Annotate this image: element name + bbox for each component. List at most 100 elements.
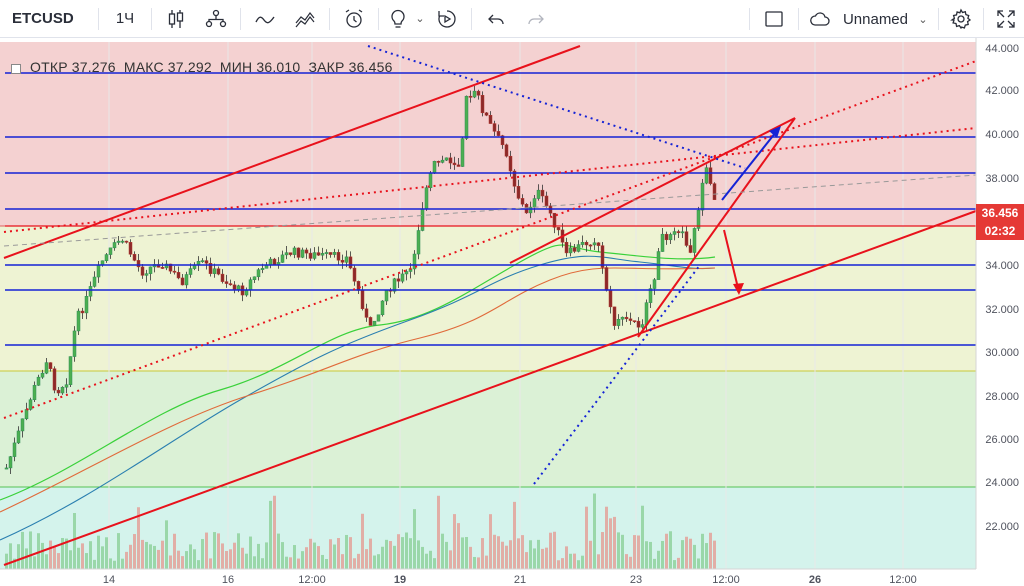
chevron-down-icon[interactable]: ⌄ (415, 13, 425, 25)
volume-bar (193, 549, 196, 569)
cloud-icon[interactable] (803, 0, 837, 38)
volume-bar (201, 539, 204, 569)
candle-body (80, 310, 85, 314)
candle-body (464, 95, 469, 139)
volume-bar (137, 507, 140, 569)
legend-toggle-icon[interactable] (11, 64, 21, 74)
low-label: МИН (219, 59, 253, 75)
candle-body (112, 242, 117, 249)
volume-bar (57, 553, 60, 569)
replay-icon[interactable] (427, 0, 467, 38)
candle-body (136, 260, 141, 268)
candle-body (516, 186, 521, 199)
candle-body (692, 228, 697, 253)
time-tick-label: 16 (222, 574, 234, 586)
chart-area[interactable]: 44.00042.00040.00038.00036.00034.00032.0… (0, 38, 1024, 586)
volume-bar (521, 535, 524, 569)
toolbar-divider (329, 7, 330, 30)
symbol-button[interactable]: ETCUSD (12, 10, 74, 27)
volume-bar (505, 545, 508, 569)
candle-body (20, 418, 25, 432)
volume-bar (637, 535, 640, 569)
volume-bar (121, 558, 124, 569)
time-scale[interactable]: 14 16 12:00 19 21 23 12:00 26 12:00 (103, 574, 917, 586)
candle-body (4, 467, 9, 470)
expand-icon[interactable] (988, 0, 1024, 38)
candle-body (488, 115, 493, 124)
ohlc-legend: ОТКР 37.276 МАКС 37.292 МИН 36.010 ЗАКР 36.4… (30, 59, 397, 75)
volume-bars (5, 493, 716, 569)
candle-body (564, 242, 569, 254)
candle-body (52, 368, 57, 391)
close-value: 36.456 (348, 59, 393, 75)
templates-icon[interactable] (285, 0, 325, 38)
candle-body (72, 330, 77, 357)
time-tick-label: 14 (103, 574, 115, 586)
volume-bar (701, 533, 704, 569)
toolbar-divider (98, 7, 99, 30)
ma-blue-line (0, 255, 716, 541)
fullscreen-rect-icon[interactable] (754, 0, 794, 38)
layout-name-button[interactable]: Unnamed (842, 10, 908, 28)
interval-button[interactable]: 1Ч (115, 10, 135, 27)
volume-bar (541, 548, 544, 569)
volume-bar (429, 550, 432, 569)
indicators-icon[interactable] (245, 0, 285, 38)
volume-bar (125, 551, 128, 569)
volume-bar (461, 537, 464, 569)
volume-bar (445, 541, 448, 569)
toolbar-divider (151, 7, 152, 30)
volume-bar (349, 537, 352, 569)
volume-bar (545, 547, 548, 569)
volume-bar (161, 540, 164, 569)
compare-icon[interactable] (196, 0, 236, 38)
volume-bar (357, 553, 360, 569)
candle-body (356, 281, 361, 291)
dashed-grey-line (3, 174, 977, 247)
volume-bar (709, 532, 712, 569)
candle-body (284, 252, 289, 256)
price-tick-label: 38.000 (985, 173, 1019, 185)
candle-body (360, 290, 365, 310)
volume-bar (185, 551, 188, 569)
volume-bar (605, 506, 608, 569)
volume-bar (693, 544, 696, 569)
candle-body (712, 183, 717, 200)
candle-body (624, 316, 629, 320)
candle-body (676, 231, 681, 233)
candle-body (576, 244, 581, 252)
candle-body (424, 187, 429, 210)
low-value: 36.010 (256, 59, 301, 75)
candle-body (452, 162, 457, 166)
price-scale[interactable]: 44.00042.00040.00038.00036.00034.00032.0… (985, 43, 1019, 533)
bar-countdown-tag: 02:32 (976, 222, 1024, 240)
price-chart[interactable]: 44.00042.00040.00038.00036.00034.00032.0… (0, 38, 1024, 586)
volume-bar (625, 554, 628, 569)
candle-body (612, 306, 617, 326)
volume-bar (401, 537, 404, 569)
candle-body (528, 206, 533, 214)
volume-bar (425, 553, 428, 569)
undo-icon[interactable] (476, 0, 516, 38)
candle-body (552, 212, 557, 228)
volume-bar (249, 536, 252, 569)
candle-body (320, 253, 325, 256)
lightbulb-icon[interactable] (383, 0, 413, 38)
time-tick-label: 19 (394, 574, 406, 586)
candle-body (108, 247, 113, 255)
candle-body (164, 263, 169, 269)
gear-icon[interactable] (943, 0, 979, 38)
candle-body (504, 144, 509, 157)
candle-body (36, 376, 41, 386)
candle-body (300, 249, 305, 258)
candle-body (484, 112, 489, 116)
candle-body (568, 247, 573, 254)
candle-body (636, 320, 641, 328)
candles-icon[interactable] (156, 0, 196, 38)
alerts-icon[interactable] (334, 0, 374, 38)
chevron-down-icon[interactable]: ⌄ (918, 13, 928, 26)
candle-body (312, 252, 317, 259)
candle-body (604, 267, 609, 291)
candle-body (212, 268, 217, 274)
volume-bar (589, 540, 592, 569)
